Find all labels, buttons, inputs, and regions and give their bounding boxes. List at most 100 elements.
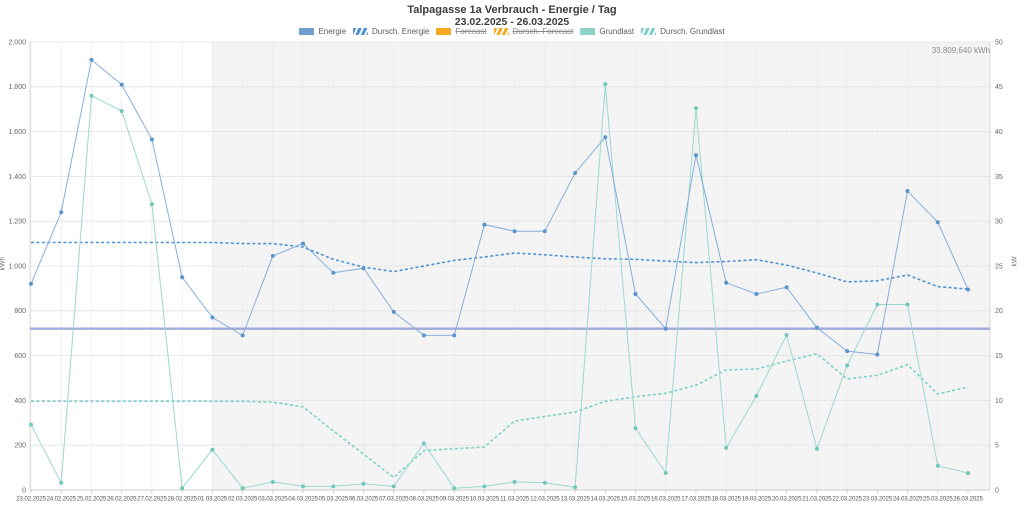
data-point[interactable] (391, 484, 396, 489)
x-axis-date-label: 09.03.2025 (439, 496, 469, 503)
data-point[interactable] (754, 292, 759, 296)
data-point[interactable] (784, 285, 789, 290)
data-point[interactable] (875, 352, 880, 357)
dashed-line-swatch-icon (353, 28, 369, 35)
left-axis-tick-label: 1.000 (8, 263, 26, 270)
data-point[interactable] (391, 309, 396, 314)
right-axis-tick-label: 35 (995, 174, 1003, 181)
data-point[interactable] (452, 333, 457, 338)
right-axis-tick-label: 20 (995, 308, 1003, 315)
data-point[interactable] (421, 441, 426, 446)
data-point[interactable] (603, 82, 608, 87)
data-point[interactable] (482, 484, 487, 489)
data-point[interactable] (663, 471, 668, 475)
data-point[interactable] (59, 210, 64, 215)
data-point[interactable] (814, 325, 819, 330)
data-point[interactable] (180, 275, 185, 280)
data-point[interactable] (694, 106, 698, 111)
data-point[interactable] (421, 333, 426, 338)
x-axis-date-label: 21.03.2025 (802, 496, 832, 503)
data-point[interactable] (59, 480, 64, 485)
data-point[interactable] (149, 137, 154, 142)
data-point[interactable] (452, 486, 457, 491)
data-point[interactable] (875, 302, 880, 307)
x-axis-date-label: 17.03.2025 (681, 496, 711, 503)
legend-item-dursch-grundlast[interactable]: Dursch. Grundlast (641, 27, 725, 36)
data-point[interactable] (573, 171, 578, 175)
data-point[interactable] (119, 82, 124, 87)
data-point[interactable] (542, 480, 547, 485)
data-point[interactable] (935, 463, 940, 468)
data-point[interactable] (29, 422, 33, 427)
x-axis-date-label: 07.03.2025 (379, 496, 409, 503)
data-point[interactable] (935, 220, 940, 225)
data-point[interactable] (149, 202, 154, 207)
legend-label: Dursch. Grundlast (660, 27, 725, 36)
x-axis-date-label: 27.02.2025 (137, 496, 167, 503)
x-axis-date-label: 12.03.2025 (530, 496, 560, 503)
data-point[interactable] (603, 135, 608, 140)
data-point[interactable] (210, 447, 215, 452)
legend-item-dursch-energie[interactable]: Dursch. Energie (353, 27, 429, 36)
x-axis-date-label: 24.02.2025 (46, 496, 76, 503)
legend-label: Dursch. Forecast (512, 27, 574, 36)
x-axis-date-label: 08.03.2025 (409, 496, 439, 503)
total-kwh-annotation: 33.809,640 kWh (932, 46, 990, 55)
data-point[interactable] (89, 57, 94, 62)
data-point[interactable] (573, 485, 578, 490)
data-point[interactable] (240, 333, 245, 338)
data-point[interactable] (331, 484, 336, 489)
data-point[interactable] (724, 445, 729, 450)
data-point[interactable] (512, 229, 517, 234)
data-point[interactable] (89, 93, 94, 98)
data-point[interactable] (542, 229, 547, 234)
x-axis-date-label: 25.03.2025 (923, 496, 953, 503)
data-point[interactable] (814, 446, 819, 451)
data-point[interactable] (270, 253, 275, 258)
data-point[interactable] (754, 393, 759, 398)
x-axis-date-label: 05.03.2025 (319, 496, 349, 503)
data-point[interactable] (361, 266, 366, 271)
left-axis-tick-label: 600 (14, 353, 26, 360)
legend-label: Energie (318, 27, 347, 36)
legend-label: Forecast (455, 27, 487, 36)
data-point[interactable] (633, 292, 638, 296)
data-point[interactable] (119, 109, 124, 113)
data-point[interactable] (180, 486, 185, 491)
data-point[interactable] (663, 326, 668, 331)
chart-title: Talpagasse 1a Verbrauch - Energie / Tag (407, 4, 617, 16)
data-point[interactable] (301, 241, 305, 246)
legend-item-forecast[interactable]: Forecast (436, 27, 487, 36)
data-point[interactable] (633, 426, 638, 431)
left-axis-tick-label: 800 (14, 308, 26, 315)
right-axis-tick-label: 15 (995, 353, 1003, 360)
data-point[interactable] (966, 471, 970, 475)
data-point[interactable] (482, 222, 487, 227)
series-dursch-grundlast (31, 352, 969, 479)
data-point[interactable] (905, 302, 910, 307)
x-axis-date-label: 11.03.2025 (500, 496, 530, 503)
data-point[interactable] (361, 481, 366, 486)
data-point[interactable] (29, 281, 33, 286)
data-point[interactable] (270, 479, 275, 484)
data-point[interactable] (724, 280, 729, 285)
x-axis-date-label: 19.03.2025 (742, 496, 772, 503)
data-point[interactable] (845, 363, 850, 368)
legend-item-dursch-forecast[interactable]: Dursch. Forecast (493, 27, 574, 36)
data-point[interactable] (694, 153, 698, 158)
data-point[interactable] (240, 486, 245, 491)
x-axis-date-label: 16.03.2025 (651, 496, 681, 503)
data-point[interactable] (301, 484, 305, 489)
x-axis-date-label: 22.03.2025 (832, 496, 862, 503)
data-point[interactable] (784, 333, 789, 337)
data-point[interactable] (845, 349, 850, 354)
data-point[interactable] (512, 479, 517, 484)
data-point[interactable] (905, 189, 910, 193)
legend-item-grundlast[interactable]: Grundlast (580, 27, 634, 36)
data-point[interactable] (966, 287, 970, 292)
solid-line-swatch-icon (436, 28, 452, 35)
legend-item-energie[interactable]: Energie (299, 27, 346, 36)
data-point[interactable] (331, 270, 336, 275)
data-point[interactable] (210, 315, 215, 320)
